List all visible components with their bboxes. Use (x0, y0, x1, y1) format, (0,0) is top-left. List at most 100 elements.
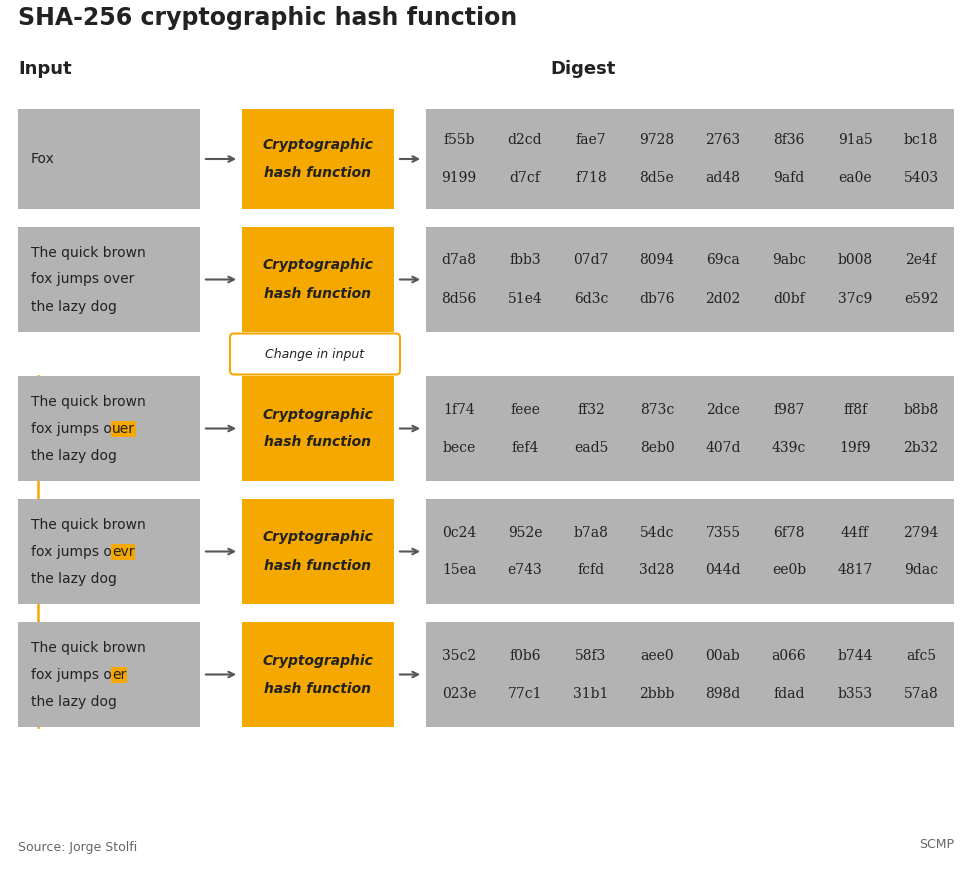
Text: hash function: hash function (264, 287, 371, 300)
Text: Fox: Fox (31, 152, 54, 166)
FancyBboxPatch shape (111, 422, 136, 436)
Text: 8d5e: 8d5e (640, 171, 675, 185)
Text: 2763: 2763 (706, 133, 741, 147)
FancyBboxPatch shape (426, 376, 954, 481)
FancyBboxPatch shape (426, 109, 954, 209)
Text: 873c: 873c (640, 402, 675, 416)
Text: hash function: hash function (264, 166, 371, 180)
Text: 44ff: 44ff (841, 525, 869, 539)
Text: b7a8: b7a8 (573, 525, 608, 539)
Text: Input: Input (18, 60, 72, 78)
Text: the lazy dog: the lazy dog (31, 571, 117, 585)
FancyBboxPatch shape (426, 227, 954, 332)
Text: Cryptographic: Cryptographic (262, 653, 373, 667)
Text: bc18: bc18 (904, 133, 938, 147)
Text: 69ca: 69ca (706, 253, 740, 267)
Text: e743: e743 (507, 564, 542, 577)
Text: fef4: fef4 (511, 441, 538, 455)
Text: 54dc: 54dc (640, 525, 675, 539)
Text: 9abc: 9abc (772, 253, 806, 267)
FancyBboxPatch shape (426, 499, 954, 604)
FancyBboxPatch shape (18, 376, 200, 481)
Text: 8f36: 8f36 (774, 133, 805, 147)
Text: 5403: 5403 (903, 171, 939, 185)
FancyBboxPatch shape (18, 499, 200, 604)
Text: The quick brown: The quick brown (31, 246, 146, 260)
Text: 35c2: 35c2 (442, 649, 476, 663)
Text: 00ab: 00ab (706, 649, 741, 663)
FancyBboxPatch shape (18, 109, 200, 209)
Text: 407d: 407d (706, 441, 741, 455)
Text: b008: b008 (838, 253, 873, 267)
Text: 8d56: 8d56 (441, 292, 476, 306)
Text: Cryptographic: Cryptographic (262, 259, 373, 273)
Text: Change in input: Change in input (265, 348, 364, 361)
Text: the lazy dog: the lazy dog (31, 449, 117, 463)
Text: ee0b: ee0b (772, 564, 806, 577)
Text: 2dce: 2dce (706, 402, 740, 416)
Text: ff8f: ff8f (843, 402, 867, 416)
Text: fox jumps o: fox jumps o (31, 422, 112, 436)
Text: fox jumps over: fox jumps over (31, 273, 134, 287)
Text: 2e4f: 2e4f (906, 253, 936, 267)
Text: 7355: 7355 (706, 525, 741, 539)
Text: 1f74: 1f74 (443, 402, 475, 416)
Text: ead5: ead5 (573, 441, 608, 455)
Text: 439c: 439c (772, 441, 806, 455)
Text: 91a5: 91a5 (838, 133, 873, 147)
Text: ff32: ff32 (577, 402, 605, 416)
Text: The quick brown: The quick brown (31, 517, 146, 531)
Text: d7a8: d7a8 (441, 253, 476, 267)
Text: 51e4: 51e4 (507, 292, 542, 306)
Text: f0b6: f0b6 (509, 649, 540, 663)
Text: SCMP: SCMP (919, 838, 954, 851)
Text: 3d28: 3d28 (640, 564, 675, 577)
Text: 07d7: 07d7 (573, 253, 608, 267)
Text: f987: f987 (774, 402, 805, 416)
Text: 2b32: 2b32 (903, 441, 939, 455)
Text: Cryptographic: Cryptographic (262, 138, 373, 152)
Text: Source: Jorge Stolfi: Source: Jorge Stolfi (18, 841, 137, 854)
Text: SHA-256 cryptographic hash function: SHA-256 cryptographic hash function (18, 6, 517, 30)
Text: fae7: fae7 (575, 133, 607, 147)
Text: fox jumps o: fox jumps o (31, 544, 112, 558)
FancyBboxPatch shape (18, 227, 200, 332)
Text: d0bf: d0bf (773, 292, 805, 306)
Text: fox jumps o: fox jumps o (31, 667, 112, 681)
Text: 31b1: 31b1 (573, 686, 608, 700)
Text: 0c24: 0c24 (442, 525, 476, 539)
FancyBboxPatch shape (242, 499, 394, 604)
Text: Digest: Digest (550, 60, 615, 78)
Text: hash function: hash function (264, 436, 371, 449)
Text: 6d3c: 6d3c (573, 292, 608, 306)
Text: fcfd: fcfd (577, 564, 605, 577)
Text: ad48: ad48 (706, 171, 741, 185)
Text: 15ea: 15ea (442, 564, 476, 577)
Text: hash function: hash function (264, 558, 371, 572)
Text: 9728: 9728 (640, 133, 675, 147)
Text: 2d02: 2d02 (706, 292, 741, 306)
Text: 8094: 8094 (640, 253, 675, 267)
Text: 6f78: 6f78 (774, 525, 805, 539)
Text: b744: b744 (837, 649, 873, 663)
Text: The quick brown: The quick brown (31, 640, 146, 654)
Text: Cryptographic: Cryptographic (262, 408, 373, 422)
FancyBboxPatch shape (242, 227, 394, 332)
Text: er: er (112, 667, 126, 681)
Text: afc5: afc5 (906, 649, 936, 663)
Text: the lazy dog: the lazy dog (31, 694, 117, 708)
Text: d7cf: d7cf (509, 171, 540, 185)
Text: 898d: 898d (706, 686, 741, 700)
FancyBboxPatch shape (230, 334, 400, 375)
Text: 4817: 4817 (837, 564, 873, 577)
FancyBboxPatch shape (18, 622, 200, 727)
Text: 9afd: 9afd (774, 171, 805, 185)
Text: ea0e: ea0e (838, 171, 872, 185)
Text: evr: evr (112, 544, 134, 558)
Text: a066: a066 (772, 649, 807, 663)
FancyBboxPatch shape (111, 667, 127, 683)
Text: aee0: aee0 (641, 649, 674, 663)
Text: 77c1: 77c1 (507, 686, 542, 700)
Text: fbb3: fbb3 (509, 253, 540, 267)
Text: uer: uer (112, 422, 135, 436)
